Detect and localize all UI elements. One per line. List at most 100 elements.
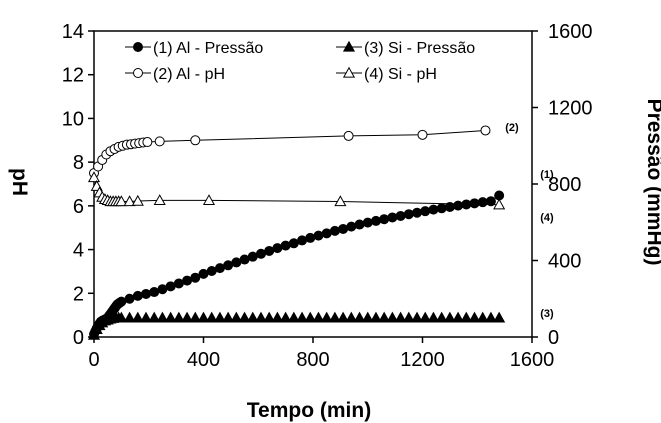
data-point: [165, 281, 176, 292]
data-point: [345, 311, 358, 323]
data-point: [395, 210, 406, 221]
legend-item: (4) Si - pH: [336, 66, 437, 83]
data-point: [142, 137, 153, 148]
y-tick-label: 2: [73, 283, 84, 305]
data-point: [420, 206, 431, 217]
x-tick-label: 1600: [510, 349, 555, 371]
y-tick-label: 0: [73, 327, 84, 349]
data-point: [172, 311, 185, 323]
data-point: [436, 203, 447, 214]
data-point: [288, 238, 299, 249]
series-line: [93, 177, 500, 206]
x-tick-label: 0: [88, 349, 99, 371]
data-point: [304, 311, 317, 323]
data-point: [485, 196, 496, 207]
y2-tick-label: 400: [548, 251, 581, 273]
data-point: [370, 215, 381, 226]
data-point: [386, 311, 399, 323]
data-point: [223, 260, 234, 271]
data-point: [469, 198, 480, 209]
data-point: [141, 288, 152, 299]
x-tick-label: 400: [187, 349, 220, 371]
data-point: [435, 311, 448, 323]
data-point: [417, 129, 428, 140]
data-point: [202, 194, 216, 206]
data-point: [477, 197, 488, 208]
y-tick-label: 12: [62, 65, 84, 87]
data-point: [484, 311, 497, 323]
legend-item: (1) Al - Pressão: [125, 40, 263, 57]
data-point: [476, 311, 489, 323]
data-point: [254, 311, 268, 323]
data-point: [230, 311, 243, 323]
data-point: [493, 198, 506, 210]
data-point: [296, 311, 309, 323]
data-point: [334, 195, 347, 207]
y-tick-label: 4: [73, 240, 84, 262]
data-point: [173, 278, 184, 289]
data-point: [115, 195, 128, 207]
data-point: [198, 268, 209, 279]
data-point: [287, 311, 300, 323]
data-point: [403, 209, 414, 220]
data-point: [394, 311, 407, 323]
y2-tick-label: 0: [548, 327, 559, 349]
data-point: [149, 287, 160, 298]
data-point: [153, 194, 166, 206]
data-point: [131, 194, 144, 206]
data-point: [238, 311, 251, 323]
data-point: [428, 204, 439, 215]
data-point: [154, 136, 165, 147]
data-point: [297, 235, 308, 246]
y2-tick-label: 1600: [548, 21, 593, 43]
data-point: [246, 311, 259, 323]
data-point: [280, 240, 291, 251]
data-point: [87, 328, 101, 340]
data-point: [239, 254, 250, 265]
data-point: [362, 217, 373, 228]
data-point: [387, 212, 398, 223]
chart-axes: 0 400 800 1200 16000246810121404008001200160…: [62, 21, 593, 371]
data-point: [361, 311, 374, 323]
data-point: [353, 311, 366, 323]
data-point: [460, 311, 473, 323]
data-point: [139, 311, 153, 323]
data-point: [205, 311, 218, 323]
data-point: [123, 195, 136, 207]
data-point: [321, 228, 332, 239]
data-point: [214, 263, 225, 274]
data-point: [231, 257, 242, 268]
data-point: [468, 311, 481, 323]
data-point: [164, 311, 177, 323]
data-point: [181, 311, 194, 323]
data-point: [271, 311, 284, 323]
legend-marker: [342, 40, 356, 52]
data-point: [412, 207, 423, 218]
data-point: [264, 245, 275, 256]
data-point: [369, 311, 383, 323]
legend-label: (2) Al - pH: [153, 66, 225, 83]
legend-item: (2) Al - pH: [125, 66, 225, 83]
data-point: [305, 232, 316, 243]
series-4: [87, 171, 506, 210]
data-point: [379, 214, 390, 225]
data-point: [190, 272, 201, 283]
x-tick-label: 1200: [400, 349, 445, 371]
y2-axis-title: Pressão (mmHg): [643, 99, 661, 266]
data-point: [493, 311, 506, 323]
y-tick-label: 8: [73, 152, 84, 174]
y-tick-label: 6: [73, 196, 84, 218]
data-point: [329, 225, 340, 236]
data-point: [148, 311, 161, 323]
data-point: [132, 290, 143, 301]
data-point: [410, 311, 424, 323]
data-point: [222, 311, 235, 323]
y-axis-title: pH: [8, 168, 31, 196]
legend-marker: [133, 68, 143, 78]
data-point: [346, 221, 357, 232]
data-point: [354, 219, 365, 230]
data-point: [419, 311, 432, 323]
data-point: [116, 296, 127, 307]
data-point: [87, 171, 101, 183]
